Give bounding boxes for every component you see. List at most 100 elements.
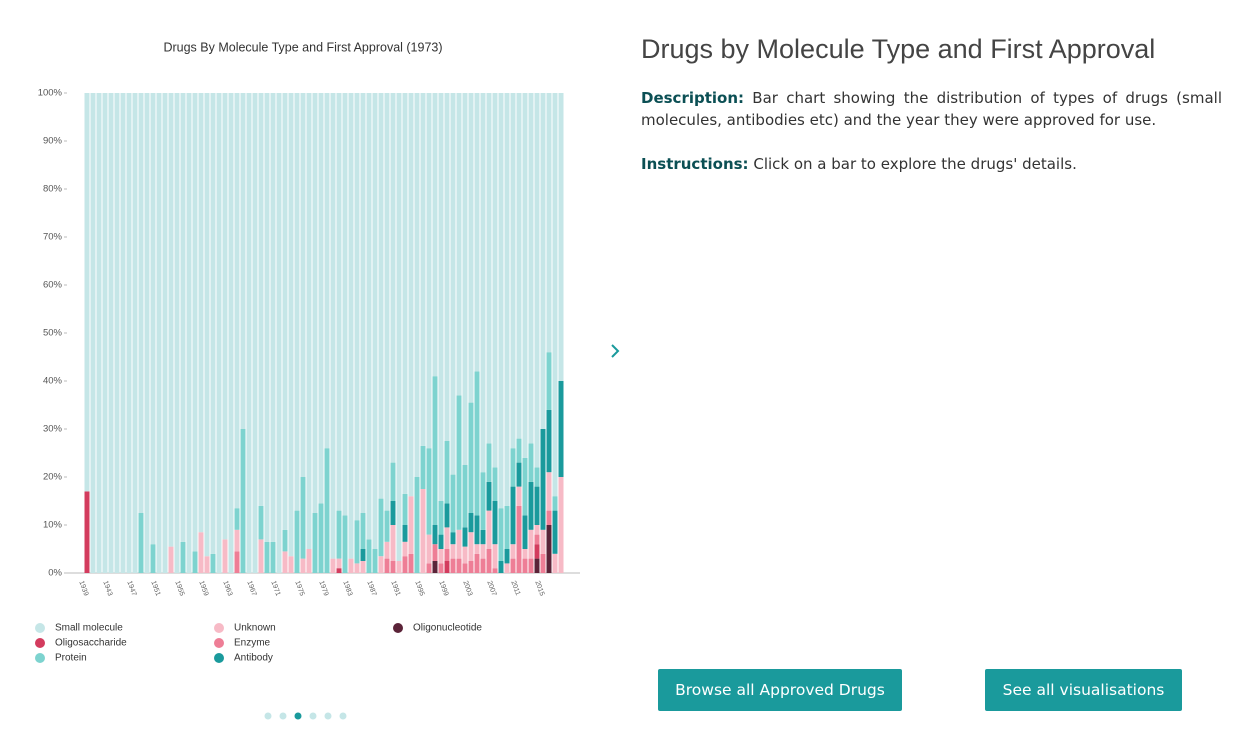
bar-segment[interactable] — [312, 513, 318, 573]
bar-segment[interactable] — [492, 544, 498, 569]
bar-segment[interactable] — [96, 93, 102, 573]
bar-segment[interactable] — [450, 93, 456, 475]
bar-segment[interactable] — [438, 563, 444, 573]
bar-segment[interactable] — [390, 501, 396, 525]
bar-segment[interactable] — [474, 515, 480, 545]
bar-segment[interactable] — [510, 486, 516, 545]
bar-segment[interactable] — [282, 529, 288, 552]
bar-segment[interactable] — [378, 93, 384, 499]
bar-segment[interactable] — [546, 409, 552, 473]
bar-segment[interactable] — [492, 93, 498, 468]
bar-segment[interactable] — [414, 477, 420, 573]
bar-segment[interactable] — [180, 541, 186, 573]
bar-segment[interactable] — [348, 93, 354, 559]
bar-segment[interactable] — [450, 532, 456, 545]
bar-segment[interactable] — [516, 505, 522, 573]
bar-segment[interactable] — [492, 568, 498, 573]
bar-segment[interactable] — [162, 93, 168, 573]
bar-segment[interactable] — [462, 93, 468, 465]
bar-segment[interactable] — [432, 561, 438, 573]
bar-segment[interactable] — [540, 553, 546, 573]
bar-segment[interactable] — [318, 503, 324, 573]
bar-segment[interactable] — [144, 93, 150, 573]
bar-segment[interactable] — [294, 510, 300, 573]
bar-segment[interactable] — [504, 505, 510, 549]
bar-segment[interactable] — [546, 93, 552, 353]
bar-segment[interactable] — [354, 520, 360, 564]
bar-segment[interactable] — [180, 93, 186, 542]
bar-segment[interactable] — [540, 529, 546, 554]
bar-segment[interactable] — [456, 93, 462, 396]
bar-segment[interactable] — [486, 443, 492, 482]
bar-segment[interactable] — [420, 445, 426, 489]
bar-segment[interactable] — [90, 93, 96, 573]
bar-segment[interactable] — [528, 93, 534, 444]
bar-segment[interactable] — [240, 429, 246, 573]
bar-segment[interactable] — [546, 472, 552, 511]
bar-segment[interactable] — [234, 93, 240, 509]
bar-segment[interactable] — [198, 532, 204, 573]
bar-segment[interactable] — [522, 515, 528, 549]
bar-segment[interactable] — [534, 544, 540, 559]
bar-segment[interactable] — [384, 558, 390, 573]
bar-segment[interactable] — [324, 93, 330, 449]
bar-segment[interactable] — [288, 556, 294, 573]
bar-segment[interactable] — [522, 558, 528, 573]
bar-segment[interactable] — [408, 496, 414, 554]
bar-segment[interactable] — [444, 503, 450, 528]
bar-segment[interactable] — [276, 93, 282, 573]
bar-segment[interactable] — [558, 477, 564, 573]
bar-segment[interactable] — [438, 549, 444, 564]
bar-segment[interactable] — [474, 553, 480, 573]
bar-segment[interactable] — [504, 93, 510, 506]
bar-segment[interactable] — [102, 93, 108, 573]
bar-segment[interactable] — [426, 448, 432, 535]
bar-segment[interactable] — [234, 508, 240, 530]
bar-segment[interactable] — [444, 527, 450, 549]
bar-segment[interactable] — [396, 561, 402, 573]
bar-segment[interactable] — [210, 553, 216, 573]
bar-segment[interactable] — [438, 501, 444, 535]
bar-segment[interactable] — [486, 481, 492, 511]
bar-segment[interactable] — [168, 546, 174, 573]
bar-segment[interactable] — [534, 93, 540, 468]
bar-segment[interactable] — [156, 93, 162, 573]
bar-segment[interactable] — [504, 563, 510, 573]
bar-segment[interactable] — [486, 510, 492, 549]
bar-segment[interactable] — [234, 551, 240, 573]
bar-segment[interactable] — [222, 539, 228, 573]
bar-segment[interactable] — [300, 93, 306, 477]
bar-segment[interactable] — [282, 551, 288, 573]
bar-segment[interactable] — [360, 561, 366, 573]
bar-segment[interactable] — [510, 93, 516, 449]
bar-segment[interactable] — [546, 510, 552, 525]
bar-segment[interactable] — [192, 551, 198, 573]
bar-segment[interactable] — [504, 549, 510, 564]
bar-segment[interactable] — [516, 93, 522, 439]
bar-segment[interactable] — [216, 93, 222, 573]
bar-segment[interactable] — [480, 472, 486, 530]
bar-segment[interactable] — [306, 549, 312, 573]
bar-segment[interactable] — [402, 556, 408, 573]
bar-segment[interactable] — [354, 93, 360, 521]
pager-dot[interactable] — [279, 712, 287, 720]
bar-segment[interactable] — [558, 381, 564, 477]
bar-segment[interactable] — [390, 462, 396, 501]
bar-segment[interactable] — [462, 527, 468, 547]
bar-segment[interactable] — [384, 541, 390, 559]
pager-dot[interactable] — [339, 712, 347, 720]
bar-segment[interactable] — [264, 541, 270, 573]
bar-segment[interactable] — [264, 93, 270, 542]
bar-segment[interactable] — [408, 93, 414, 497]
bar-segment[interactable] — [336, 510, 342, 559]
bar-segment[interactable] — [426, 534, 432, 564]
bar-segment[interactable] — [126, 93, 132, 573]
bar-segment[interactable] — [558, 93, 564, 381]
bar-segment[interactable] — [540, 429, 546, 530]
bar-segment[interactable] — [84, 93, 90, 492]
bar-segment[interactable] — [222, 93, 228, 540]
bar-segment[interactable] — [204, 93, 210, 557]
bar-segment[interactable] — [252, 93, 258, 573]
bar-segment[interactable] — [552, 496, 558, 511]
bar-segment[interactable] — [426, 563, 432, 573]
